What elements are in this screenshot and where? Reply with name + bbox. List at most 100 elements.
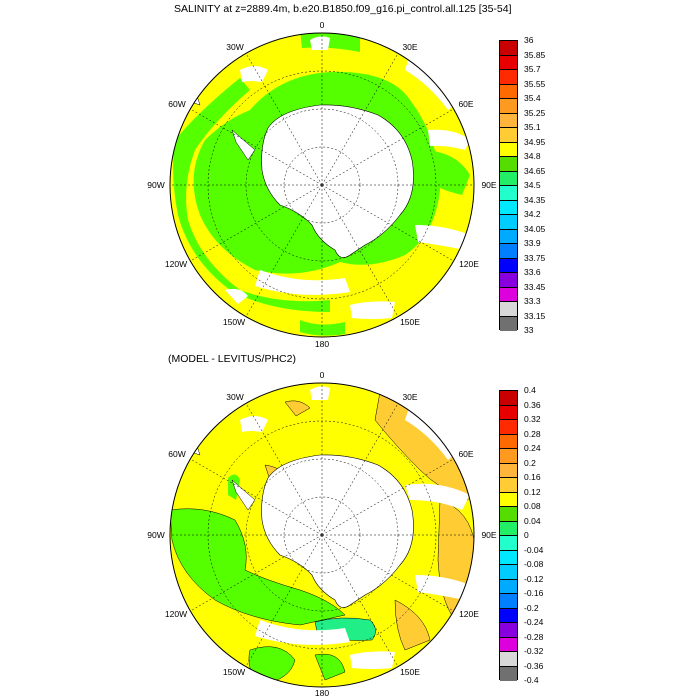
colorbar-tick-label: 0.28 [524,428,541,439]
bottom-lon-label: 90W [147,530,165,540]
top-lon-label: 60E [458,99,474,109]
colorbar-tick-label: 33.6 [524,267,541,277]
colorbar-segment [500,565,517,580]
colorbar-tick-label: -0.32 [524,646,544,656]
colorbar-segment [500,579,517,594]
colorbar-segment [500,521,517,536]
colorbar-segment [500,637,517,652]
colorbar-tick-label: -0.36 [524,660,544,671]
colorbar-tick-label: -0.12 [524,573,544,584]
colorbar-tick-label: 0.32 [524,414,541,424]
colorbar-segment [500,420,517,435]
bottom-colorbar [499,390,518,681]
colorbar-tick-label: 0.4 [524,385,536,395]
colorbar-segment [500,405,517,420]
colorbar-tick-label: 33.15 [524,310,546,321]
colorbar-segment [500,492,517,507]
colorbar-segment [500,536,517,551]
bottom-lon-label: 30E [402,392,418,402]
colorbar-tick-label: 33.75 [524,252,546,263]
colorbar-tick-label: 34.05 [524,223,546,234]
top-lon-label: 30W [226,42,244,52]
top-graticule [170,33,474,337]
colorbar-tick-label: 0.16 [524,472,541,482]
bottom-antarctica [261,454,414,608]
colorbar-tick-label: 35.55 [524,78,546,89]
colorbar-segment [500,171,517,186]
colorbar-tick-label: -0.24 [524,617,544,627]
colorbar-tick-label: -0.4 [524,675,539,685]
colorbar-segment [500,273,517,288]
colorbar-segment [500,449,517,464]
bottom-lon-label: 30W [226,392,244,402]
colorbar-tick-label: 0.04 [524,515,541,526]
top-lon-label: 0 [319,20,325,30]
colorbar-tick-label: 0.12 [524,486,541,497]
colorbar-tick-label: 35.1 [524,122,541,132]
colorbar-tick-label: 0.08 [524,501,541,511]
colorbar-tick-label: -0.08 [524,559,544,569]
colorbar-segment [500,41,517,56]
colorbar-segment [500,287,517,302]
top-polar-map [169,32,475,338]
colorbar-segment [500,186,517,201]
colorbar-segment [500,258,517,273]
bottom-lon-label: 120E [459,609,479,619]
bottom-lon-label: 60E [458,449,474,459]
colorbar-segment [500,316,517,331]
colorbar-tick-label: 35.85 [524,49,546,60]
colorbar-segment [500,666,517,681]
bottom-green-region [170,508,346,626]
colorbar-segment [500,128,517,143]
colorbar-tick-label: -0.04 [524,544,544,555]
bottom-lon-label: 90E [481,530,497,540]
colorbar-tick-label: 34.8 [524,151,541,161]
bottom-graticule [170,383,474,687]
colorbar-segment [500,594,517,609]
top-antarctica [261,104,414,258]
colorbar-tick-label: 0.36 [524,399,541,410]
top-lon-label: 60W [168,99,186,109]
colorbar-tick-label: 0.2 [524,457,536,468]
colorbar-tick-label: 34.5 [524,180,541,190]
colorbar-segment [500,434,517,449]
bottom-lon-label: 150E [400,667,420,677]
colorbar-segment [500,70,517,85]
colorbar-segment [500,302,517,317]
colorbar-segment [500,215,517,230]
top-lon-label: 30E [402,42,418,52]
bottom-lon-label: 120W [164,609,188,619]
top-map-border [169,32,475,338]
colorbar-segment [500,99,517,114]
bottom-lon-label: 0 [319,370,325,380]
colorbar-tick-label: 0.24 [524,443,541,453]
colorbar-tick-label: -0.2 [524,602,539,613]
colorbar-segment [500,113,517,128]
colorbar-segment [500,463,517,478]
colorbar-tick-label: 33.3 [524,296,541,306]
colorbar-segment [500,84,517,99]
colorbar-tick-label: 35.25 [524,107,546,118]
colorbar-segment [500,478,517,493]
colorbar-segment [500,550,517,565]
bottom-lon-label: 180 [314,688,330,698]
colorbar-segment [500,608,517,623]
colorbar-segment [500,229,517,244]
top-lon-label: 150W [222,317,246,327]
top-lon-label: 120E [459,259,479,269]
colorbar-tick-label: 0 [524,530,529,540]
colorbar-segment [500,652,517,667]
colorbar-segment [500,623,517,638]
top-lon-label: 90E [481,180,497,190]
colorbar-tick-label: 34.2 [524,209,541,219]
colorbar-tick-label: 36 [524,35,534,45]
colorbar-tick-label: 35.7 [524,64,541,74]
colorbar-tick-label: -0.28 [524,631,544,642]
colorbar-segment [500,244,517,259]
bottom-polar-map [169,382,475,688]
colorbar-segment [500,391,517,406]
bottom-lon-label: 150W [222,667,246,677]
colorbar-segment [500,157,517,172]
